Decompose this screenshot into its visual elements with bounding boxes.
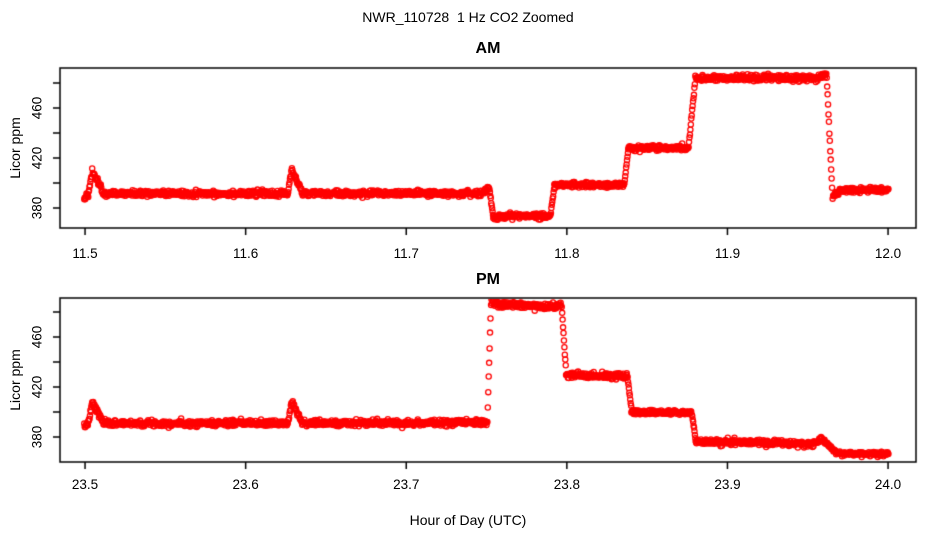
- am-x-tick-label: 12.0: [874, 246, 902, 261]
- pm-panel-title: PM: [476, 271, 500, 288]
- am-y-tick-label: 420: [29, 146, 45, 170]
- am-x-tick-label: 11.6: [233, 246, 259, 261]
- pm-x-tick-label: 23.9: [714, 477, 741, 492]
- am-panel-title: AM: [475, 40, 501, 57]
- am-x-tick-label: 11.8: [554, 246, 580, 261]
- pm-y-axis-label: Licor ppm: [7, 349, 23, 411]
- am-x-tick-label: 11.7: [393, 246, 419, 261]
- am-x-tick-label: 11.9: [714, 246, 741, 261]
- pm-x-tick-label: 23.6: [232, 477, 259, 492]
- pm-y-tick-label: 460: [29, 325, 45, 349]
- am-y-tick-label: 380: [29, 196, 45, 220]
- figure-title: NWR_110728 1 Hz CO2 Zoomed: [362, 9, 574, 25]
- pm-x-tick-label: 23.5: [71, 477, 99, 492]
- am-y-tick-label: 460: [29, 96, 45, 120]
- pm-x-tick-label: 23.8: [553, 477, 580, 492]
- pm-y-tick-label: 380: [29, 425, 45, 449]
- am-x-tick-label: 11.5: [72, 246, 98, 261]
- x-axis-label: Hour of Day (UTC): [409, 512, 527, 528]
- am-y-axis-label: Licor ppm: [7, 117, 23, 179]
- pm-x-tick-label: 23.7: [393, 477, 420, 492]
- pm-x-tick-label: 24.0: [874, 477, 902, 492]
- pm-y-tick-label: 420: [29, 375, 45, 399]
